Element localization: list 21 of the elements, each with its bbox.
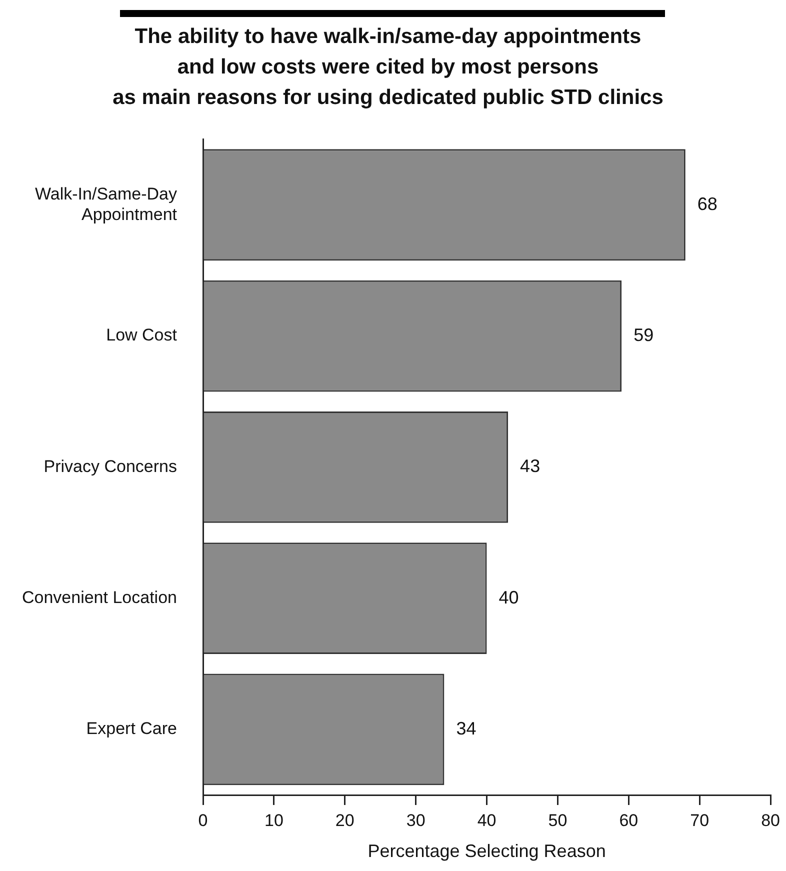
chart-title: The ability to have walk-in/same-day appointments and low costs were cited by most persons as main reasons for using dedicated public STD clinics xyxy=(112,25,664,109)
x-tick-label: 40 xyxy=(477,810,496,830)
x-tick-label: 10 xyxy=(264,810,284,830)
y-tick-label: Low Cost xyxy=(106,326,178,345)
x-tick-label: 0 xyxy=(198,810,208,830)
data-label: 43 xyxy=(520,456,540,476)
x-tick-label: 30 xyxy=(406,810,426,830)
y-tick-label: Expert Care xyxy=(86,719,177,738)
data-label: 40 xyxy=(498,587,519,608)
x-axis-title: Percentage Selecting Reason xyxy=(368,841,606,862)
x-tick-label: 80 xyxy=(761,810,780,830)
data-label: 68 xyxy=(697,194,718,214)
x-tick-label: 50 xyxy=(548,810,568,830)
data-label: 34 xyxy=(456,718,476,738)
x-tick-label: 60 xyxy=(619,810,638,830)
data-label: 59 xyxy=(634,325,654,346)
y-tick-label: Convenient Location xyxy=(22,588,177,607)
x-tick-label: 70 xyxy=(690,810,710,830)
y-tick-label: Walk-In/Same-Day Appointment xyxy=(34,184,178,224)
x-tick-label: 20 xyxy=(335,810,354,830)
y-tick-label: Privacy Concerns xyxy=(44,456,177,476)
